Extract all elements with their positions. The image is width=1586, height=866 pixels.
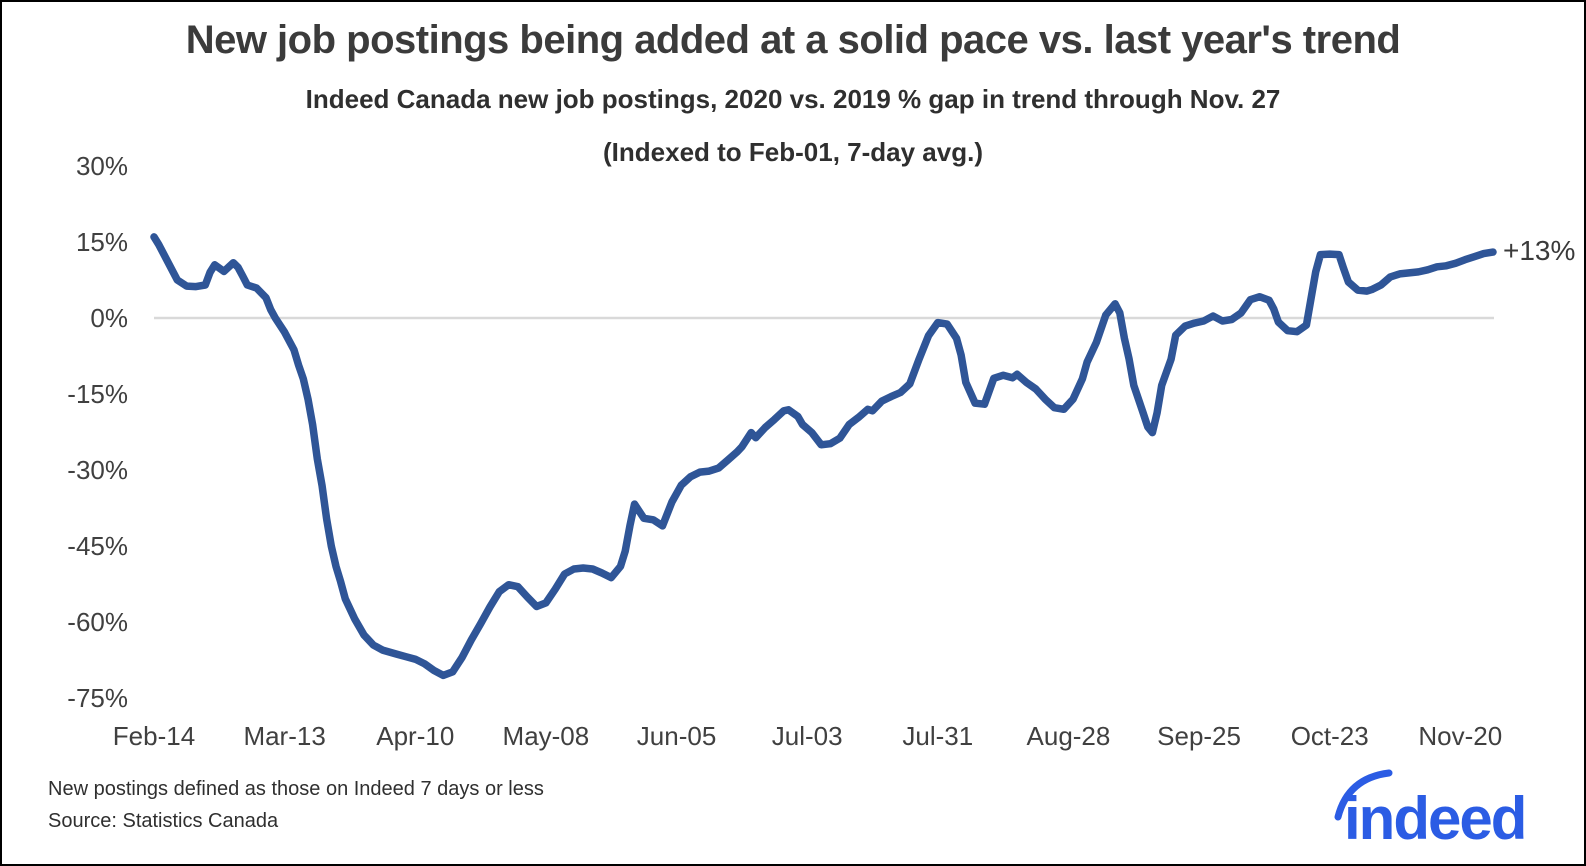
x-tick-label: Oct-23 [1290, 721, 1369, 751]
chart-subtitle-line2: (Indexed to Feb-01, 7-day avg.) [603, 137, 983, 167]
x-tick-label: Jul-03 [771, 721, 843, 751]
y-tick-label: 0% [90, 303, 128, 333]
x-tick-label: May-08 [502, 721, 590, 751]
y-tick-label: -45% [67, 531, 128, 562]
x-tick-label: Aug-28 [1026, 721, 1111, 751]
logo-arc-icon [1334, 769, 1393, 821]
logo-text: indeed [1344, 785, 1525, 851]
x-tick-label: Jun-05 [636, 721, 717, 751]
footnote-definition: New postings defined as those on Indeed … [48, 778, 544, 800]
chart-subtitle: Indeed Canada new job postings, 2020 vs.… [305, 84, 1281, 114]
footnote-source: Source: Statistics Canada [48, 810, 279, 832]
page-title: New job postings being added at a solid … [185, 18, 1401, 62]
x-tick-label: Mar-13 [243, 721, 326, 751]
x-tick-label: Apr-10 [376, 721, 455, 751]
y-tick-label: -60% [67, 607, 128, 638]
y-tick-label: 30% [75, 150, 128, 181]
y-tick-label: -15% [67, 379, 128, 410]
x-tick-label: Sep-25 [1157, 721, 1241, 751]
x-tick-label: Nov-20 [1418, 721, 1503, 751]
end-value-label: +13% [1502, 235, 1576, 267]
y-tick-label: 15% [75, 226, 128, 257]
y-tick-label: -75% [67, 683, 128, 714]
indeed-logo: indeed [1331, 763, 1546, 856]
series-line-2020-gap [150, 233, 1497, 680]
x-tick-label: Jul-31 [902, 721, 974, 751]
x-tick-label: Feb-14 [112, 721, 196, 751]
y-tick-label: -30% [67, 455, 128, 486]
